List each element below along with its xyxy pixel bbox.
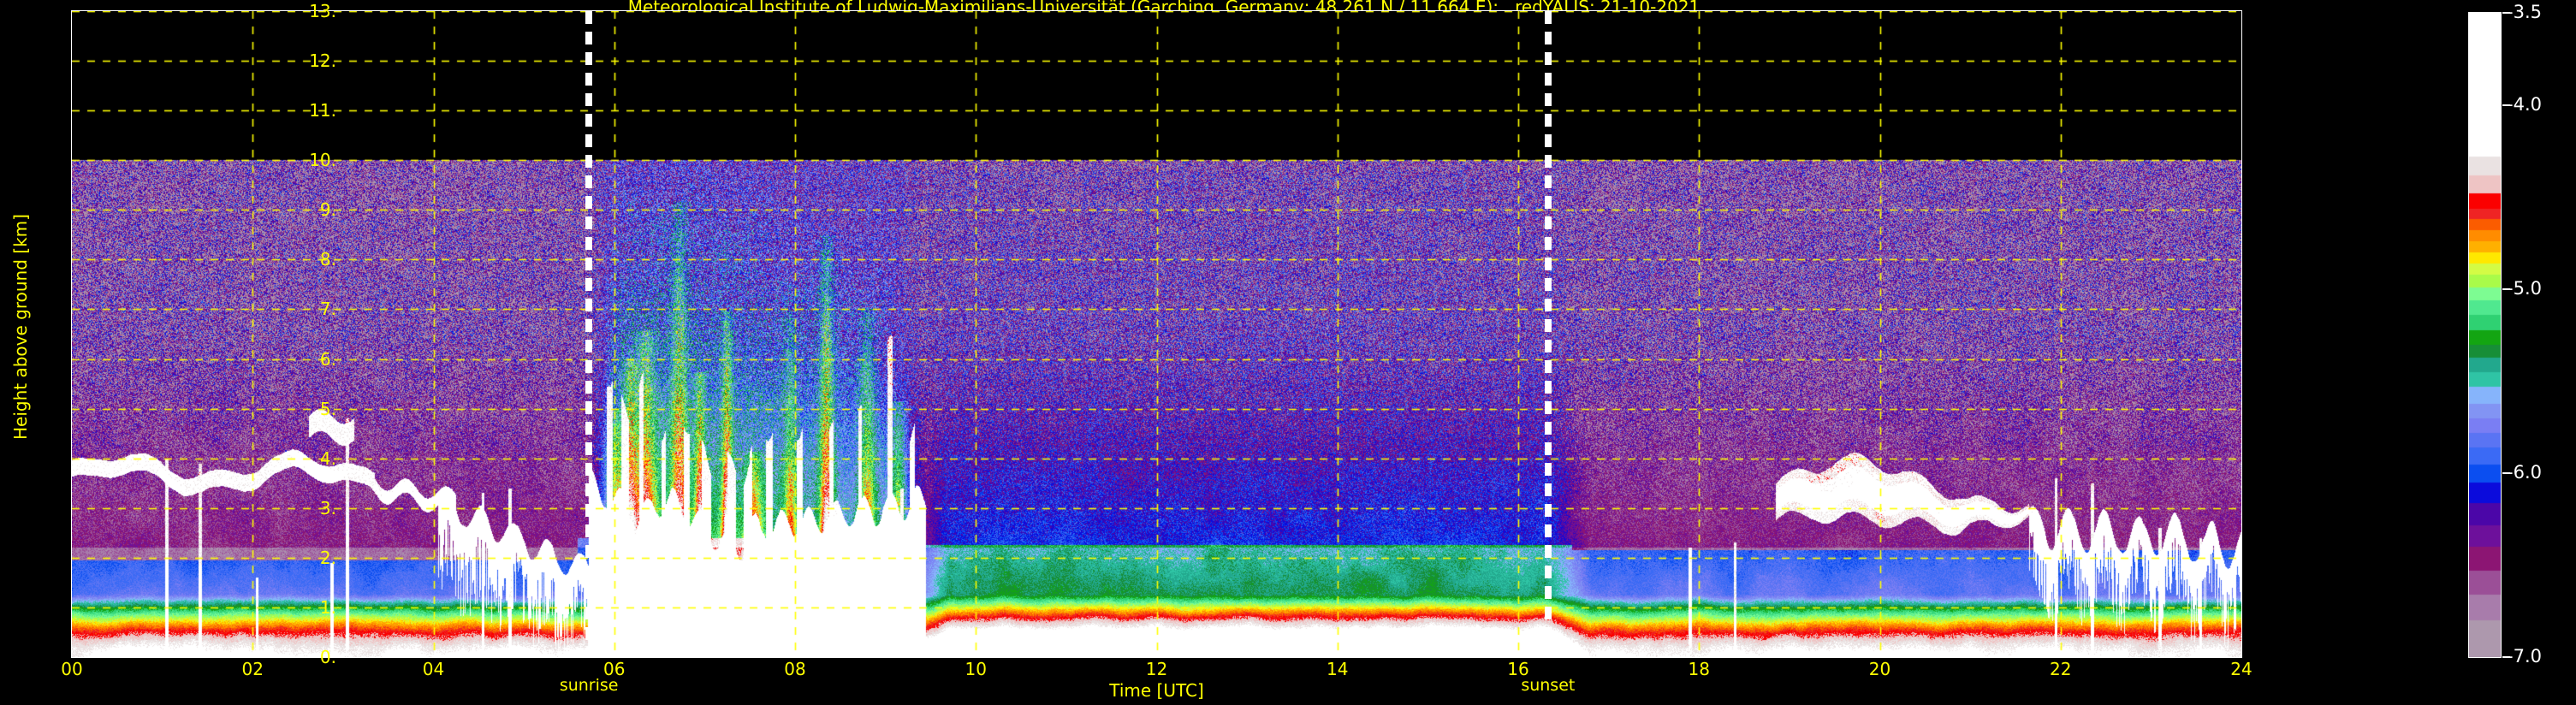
x-tick-label: 04 xyxy=(422,659,445,679)
y-tick-label: 7. xyxy=(319,299,336,320)
y-tick-label: 8. xyxy=(319,249,336,270)
sunset-label: sunset xyxy=(1521,676,1576,695)
sunset-marker-line xyxy=(1544,11,1552,657)
colorbar-tick-label: -3.5 xyxy=(2507,2,2542,22)
colorbar-gradient xyxy=(2469,13,2501,657)
colorbar-tick-mark xyxy=(2502,12,2510,14)
x-tick-label: 22 xyxy=(2050,659,2072,679)
x-tick-label: 02 xyxy=(241,659,264,679)
colorbar-tick-label: -4.0 xyxy=(2507,93,2542,115)
grid-overlay xyxy=(72,11,2241,657)
y-axis-label: Height above ground [km] xyxy=(10,214,31,440)
x-axis-label: Time [UTC] xyxy=(1109,680,1204,701)
sunrise-marker-line xyxy=(585,11,593,657)
sunrise-label: sunrise xyxy=(559,676,619,695)
y-tick-label: 1. xyxy=(319,596,336,618)
colorbar-tick-label: -7.0 xyxy=(2507,646,2542,666)
y-tick-label: 2. xyxy=(319,547,336,568)
x-tick-label: 00 xyxy=(61,659,83,679)
plot-area[interactable] xyxy=(71,10,2242,658)
y-tick-label: 12. xyxy=(309,50,336,72)
y-tick-label: 6. xyxy=(319,348,336,370)
y-tick-label: 11. xyxy=(309,100,336,121)
y-tick-label: 3. xyxy=(319,497,336,518)
colorbar-tick-label: -5.0 xyxy=(2507,277,2542,299)
x-tick-label: 18 xyxy=(1688,659,1710,679)
colorbar-tick-label: -6.0 xyxy=(2507,461,2542,483)
colorbar-tick-mark xyxy=(2502,656,2510,658)
y-tick-label: 0. xyxy=(319,647,336,667)
x-tick-label: 08 xyxy=(784,659,806,679)
x-tick-label: 10 xyxy=(965,659,987,679)
y-tick-label: 10. xyxy=(309,150,336,171)
colorbar-tick-mark xyxy=(2502,287,2510,290)
y-tick-label: 4. xyxy=(319,447,336,469)
x-tick-label: 06 xyxy=(603,659,626,679)
x-tick-label: 16 xyxy=(1507,659,1529,679)
y-tick-label: 9. xyxy=(319,199,336,221)
colorbar-tick-mark xyxy=(2502,471,2510,474)
colorbar-tick-mark xyxy=(2502,104,2510,106)
x-tick-label: 20 xyxy=(1868,659,1891,679)
x-tick-label: 14 xyxy=(1327,659,1349,679)
colorbar xyxy=(2468,12,2502,658)
y-tick-label: 5. xyxy=(319,398,336,419)
x-tick-label: 12 xyxy=(1145,659,1168,679)
y-tick-label: 13. xyxy=(309,1,336,21)
x-tick-label: 24 xyxy=(2230,659,2253,679)
